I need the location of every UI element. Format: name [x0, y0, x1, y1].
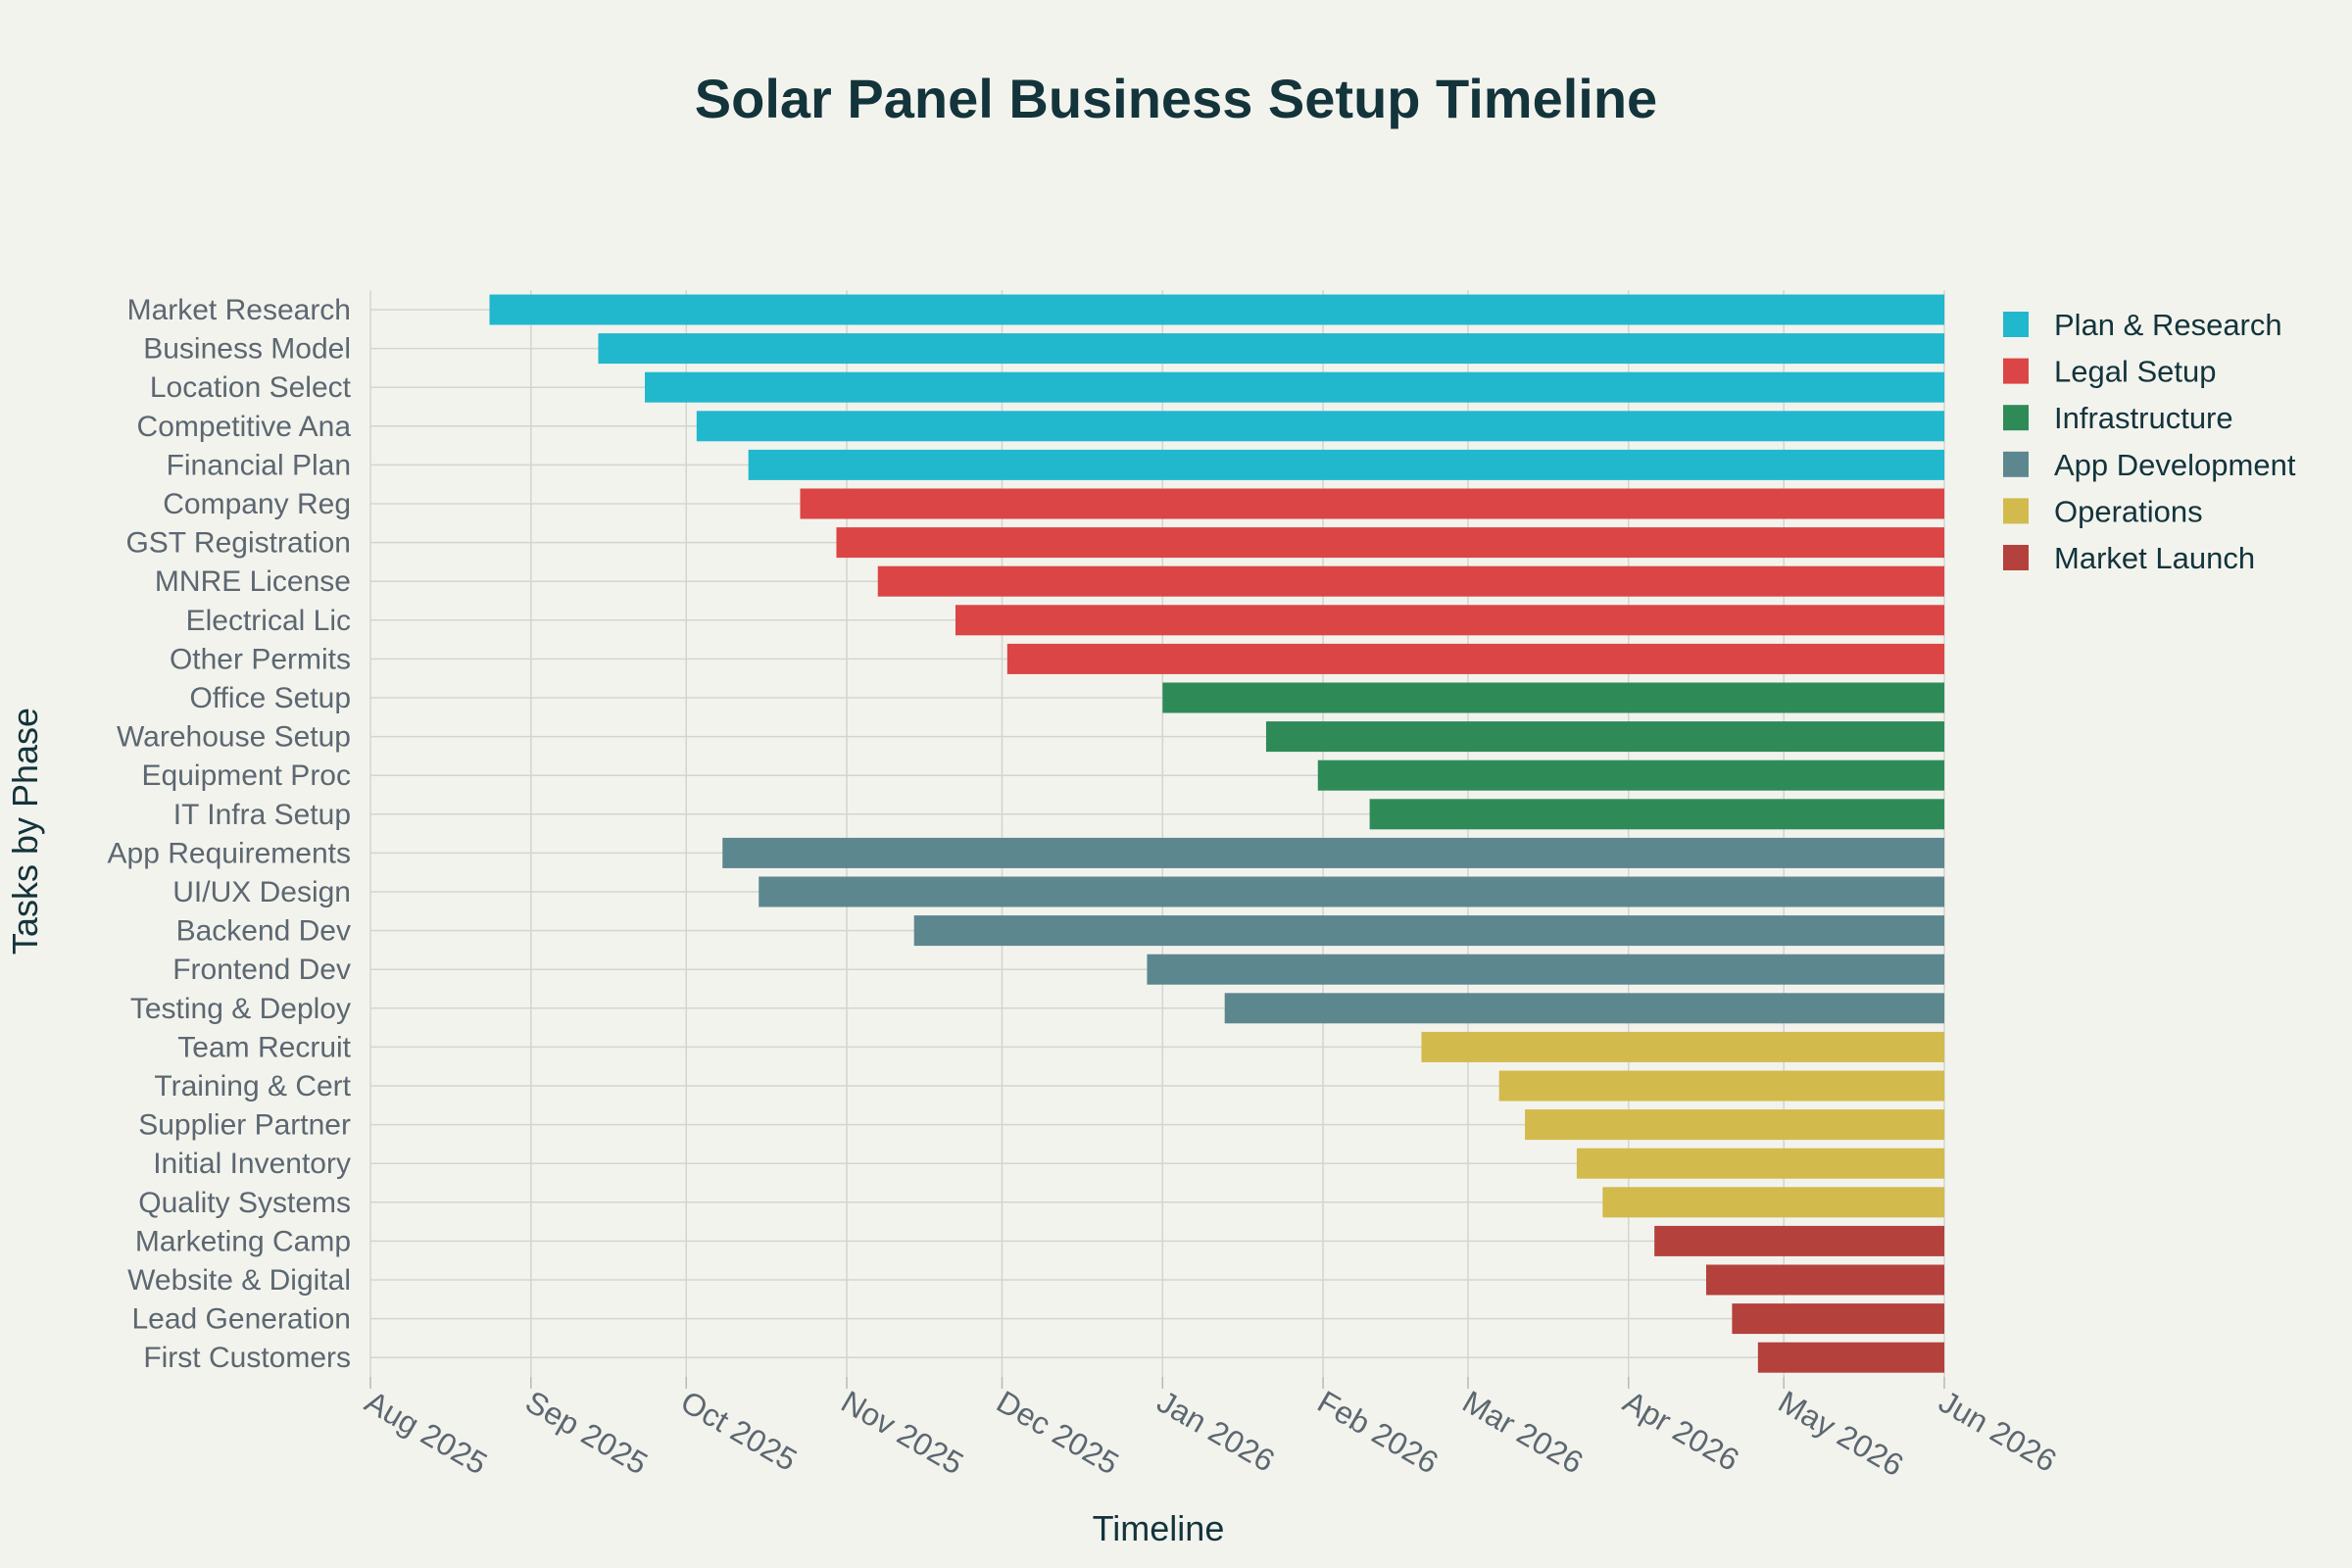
- task-bar: [1162, 682, 1944, 713]
- task-label: Equipment Proc: [142, 760, 351, 792]
- legend: Plan & Research Legal Setup Infrastructure…: [2003, 308, 2296, 575]
- task-bar: [1498, 1070, 1944, 1102]
- task-label: Other Permits: [170, 643, 351, 675]
- task-bar: [1147, 954, 1944, 985]
- y-axis-title: Tasks by Phase: [5, 708, 45, 955]
- task-bar: [1705, 1264, 1944, 1296]
- x-axis-ticks: Aug 2025 Sep 2025 Oct 2025 Nov 2025 Dec 2025…: [360, 1377, 2063, 1483]
- legend-label: Plan & Research: [2054, 308, 2282, 342]
- x-tick-label: Oct 2025: [675, 1384, 803, 1478]
- task-bar: [1224, 993, 1944, 1024]
- legend-label: Infrastructure: [2054, 401, 2233, 435]
- task-label: Financial Plan: [167, 449, 351, 481]
- task-labels: Market Research Business Model Location Se…: [108, 294, 352, 1374]
- x-tick-label: May 2026: [1773, 1384, 1910, 1483]
- x-tick-label: Jan 2026: [1152, 1384, 1281, 1479]
- task-bar: [1525, 1109, 1944, 1141]
- legend-label: Legal Setup: [2054, 355, 2216, 389]
- task-label: Lead Generation: [131, 1303, 351, 1336]
- legend-label: Operations: [2054, 494, 2203, 528]
- task-bar: [722, 837, 1944, 868]
- task-label: MNRE License: [155, 565, 351, 598]
- task-label: Training & Cert: [154, 1070, 351, 1102]
- task-bar: [1602, 1187, 1944, 1218]
- legend-label: App Development: [2054, 448, 2296, 482]
- task-bar: [1576, 1148, 1944, 1179]
- task-label: Competitive Ana: [137, 411, 352, 443]
- task-label: Supplier Partner: [138, 1109, 351, 1142]
- x-tick-label: Apr 2026: [1617, 1384, 1744, 1478]
- x-tick-label: Jun 2026: [1934, 1384, 2063, 1479]
- legend-swatch: [2003, 451, 2029, 477]
- x-tick-label: Feb 2026: [1312, 1384, 1445, 1481]
- task-label: UI/UX Design: [172, 876, 351, 908]
- legend-swatch: [2003, 498, 2029, 524]
- task-label: Business Model: [143, 333, 351, 366]
- legend-swatch: [2003, 312, 2029, 337]
- task-bar: [836, 527, 1945, 559]
- task-bars: [489, 294, 1945, 1373]
- task-label: Team Recruit: [177, 1031, 351, 1063]
- task-bar: [489, 294, 1944, 325]
- task-bar: [696, 411, 1944, 442]
- task-bar: [955, 605, 1944, 636]
- task-bar: [1265, 721, 1944, 753]
- task-label: GST Registration: [125, 527, 351, 560]
- task-bar: [1369, 799, 1944, 830]
- task-label: Website & Digital: [127, 1264, 351, 1297]
- x-tick-label: Nov 2025: [836, 1384, 970, 1482]
- task-label: Initial Inventory: [153, 1148, 351, 1180]
- x-tick-label: Mar 2026: [1456, 1384, 1589, 1481]
- task-label: Company Reg: [163, 488, 351, 520]
- task-bar: [800, 488, 1945, 519]
- task-bar: [1732, 1303, 1944, 1335]
- task-bar: [748, 449, 1944, 480]
- task-bar: [913, 915, 1945, 947]
- task-label: Office Setup: [189, 682, 351, 714]
- x-tick-label: Dec 2025: [991, 1384, 1125, 1482]
- legend-swatch: [2003, 358, 2029, 384]
- task-label: Quality Systems: [138, 1187, 351, 1219]
- task-bar: [1421, 1031, 1944, 1062]
- task-label: Testing & Deploy: [130, 993, 351, 1025]
- task-label: App Requirements: [108, 837, 351, 869]
- legend-label: Market Launch: [2054, 541, 2255, 575]
- task-bar: [1757, 1342, 1944, 1373]
- task-bar: [877, 565, 1945, 597]
- task-label: Market Research: [127, 294, 351, 326]
- task-bar: [1654, 1225, 1944, 1256]
- task-label: IT Infra Setup: [173, 799, 351, 831]
- task-bar: [644, 371, 1944, 403]
- task-bar: [598, 333, 1944, 365]
- x-tick-label: Sep 2025: [519, 1384, 654, 1482]
- chart-title: Solar Panel Business Setup Timeline: [695, 68, 1657, 129]
- legend-swatch: [2003, 405, 2029, 431]
- task-label: Backend Dev: [176, 915, 351, 948]
- task-label: Warehouse Setup: [117, 721, 351, 754]
- task-label: Frontend Dev: [172, 954, 351, 986]
- task-label: Electrical Lic: [186, 605, 351, 637]
- task-label: First Customers: [143, 1342, 351, 1374]
- x-tick-label: Aug 2025: [360, 1384, 494, 1482]
- x-axis-title: Timeline: [1093, 1508, 1225, 1548]
- task-bar: [759, 876, 1945, 907]
- task-bar: [1317, 760, 1944, 791]
- task-bar: [1006, 643, 1944, 674]
- task-label: Location Select: [150, 371, 352, 404]
- task-label: Marketing Camp: [135, 1225, 351, 1257]
- legend-swatch: [2003, 545, 2029, 570]
